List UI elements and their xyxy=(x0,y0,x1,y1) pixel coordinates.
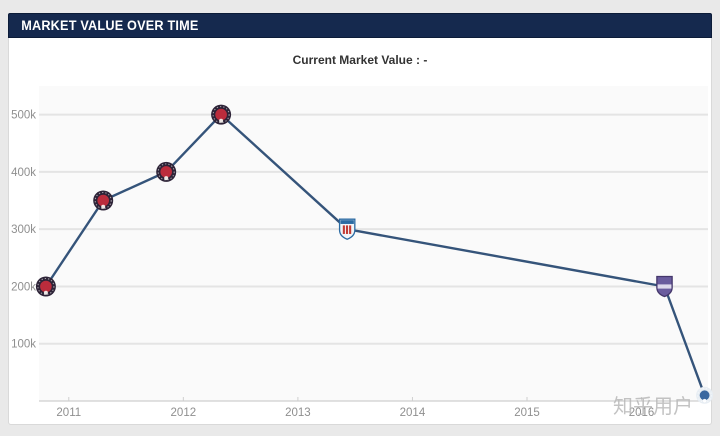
crest-center xyxy=(699,390,710,401)
watermark: 知乎用户 xyxy=(613,394,693,418)
red-round-crest-marker[interactable] xyxy=(156,161,177,182)
crest-shield xyxy=(338,218,356,240)
red-round-crest-marker[interactable] xyxy=(93,190,114,211)
crest-center xyxy=(215,108,227,121)
crest-ring-text xyxy=(212,106,230,124)
crest-center xyxy=(160,166,172,178)
market-value-card: MARKET VALUE OVER TIME Current Market Va… xyxy=(8,13,713,425)
crest-ring-text xyxy=(94,192,112,209)
crest-detail xyxy=(702,398,707,403)
crest-ring-text xyxy=(157,163,175,181)
x-axis-tick-label: 2014 xyxy=(400,407,426,419)
crest-detail xyxy=(43,290,48,295)
red-round-crest-marker[interactable] xyxy=(35,276,56,297)
x-axis-tick-label: 2015 xyxy=(514,407,540,419)
card-header-title: MARKET VALUE OVER TIME xyxy=(21,18,199,33)
market-value-line-chart: 100k 200k 300k 400k 500k 2011 2012 2013 2014 2015… xyxy=(11,86,713,419)
crest-detail xyxy=(101,204,106,209)
x-axis-tick-label: 2011 xyxy=(56,407,81,419)
shield-stripe xyxy=(349,225,352,234)
x-axis-tick-label: 2013 xyxy=(285,407,311,419)
y-axis-tick-label: 500k xyxy=(11,110,36,122)
chart-title: Current Market Value : - xyxy=(292,53,428,67)
blue-round-crest-marker[interactable] xyxy=(696,386,713,404)
shield-band xyxy=(657,284,672,289)
x-axis-tick-label: 2016 xyxy=(629,407,655,419)
y-axis-tick-label: 400k xyxy=(11,167,36,179)
y-axis-tick-label: 100k xyxy=(11,339,36,351)
red-round-crest-marker[interactable] xyxy=(211,104,232,125)
shield-chief xyxy=(340,220,354,224)
crest-detail xyxy=(219,118,224,123)
card-header: MARKET VALUE OVER TIME xyxy=(8,13,712,38)
y-axis-tick-label: 200k xyxy=(11,281,36,293)
crest-detail xyxy=(164,176,169,181)
crest-shield xyxy=(656,275,673,298)
x-axis-tick-label: 2012 xyxy=(171,407,197,419)
crest-ring-text xyxy=(37,278,55,295)
crest-center xyxy=(97,194,109,207)
plot-area xyxy=(39,86,708,401)
shield-stripe xyxy=(345,225,349,234)
y-axis-tick-label: 300k xyxy=(11,224,36,236)
purple-shield-crest-marker[interactable] xyxy=(656,275,673,298)
crest-center xyxy=(40,280,52,293)
shield-stripe xyxy=(342,225,345,234)
blue-shield-crest-marker[interactable] xyxy=(338,218,356,240)
